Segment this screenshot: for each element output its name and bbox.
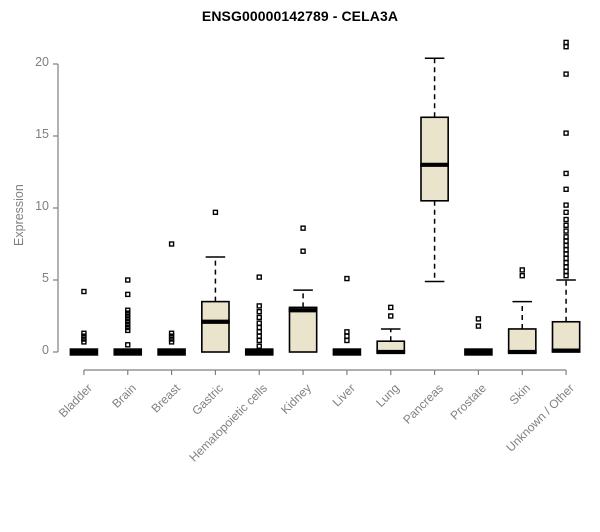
outlier-point <box>563 71 569 77</box>
outlier-point <box>168 336 175 342</box>
outlier-point <box>81 339 87 345</box>
box <box>69 348 99 356</box>
outlier-point <box>81 336 87 342</box>
outlier-point <box>563 186 569 192</box>
box <box>157 348 186 356</box>
outlier-point <box>125 316 131 322</box>
outlier-point <box>344 337 350 344</box>
box <box>113 348 143 356</box>
outlier-point <box>212 209 219 216</box>
outlier-point <box>563 209 569 216</box>
outlier-point <box>256 320 262 326</box>
outlier-point <box>256 314 262 321</box>
outlier-point <box>125 327 131 334</box>
outlier-point <box>168 330 175 336</box>
outlier-point <box>168 339 175 345</box>
outlier-point <box>344 275 350 282</box>
outlier-point <box>563 222 569 228</box>
outlier-point <box>475 316 482 322</box>
outlier-point <box>563 272 569 279</box>
y-axis-tick-label: 10 <box>35 199 49 213</box>
outlier-point <box>256 343 262 349</box>
y-axis-tick-label: 15 <box>35 127 49 141</box>
outlier-point <box>125 324 131 331</box>
outlier-point <box>125 342 131 348</box>
outlier-point <box>125 310 131 316</box>
outlier-point <box>344 333 350 339</box>
outlier-point <box>563 202 569 208</box>
outlier-point <box>563 170 569 177</box>
y-axis-tick-label: 0 <box>42 343 49 357</box>
outlier-point <box>344 329 350 335</box>
box <box>507 328 537 353</box>
box <box>464 348 493 356</box>
outlier-point <box>300 248 306 254</box>
box <box>332 348 362 356</box>
box <box>420 116 449 202</box>
outlier-point <box>563 234 569 240</box>
page-title: ENSG00000142789 - CELA3A <box>201 8 399 24</box>
outlier-point <box>563 251 569 257</box>
outlier-point <box>256 308 262 315</box>
outlier-point <box>256 324 262 331</box>
outlier-point <box>563 242 569 249</box>
outlier-point <box>256 274 262 280</box>
box <box>201 300 230 353</box>
box <box>244 348 274 356</box>
boxplot-figure: ENSG00000142789 - CELA3A Expression 0 5 10… <box>12 8 581 465</box>
outlier-point <box>81 333 87 339</box>
outlier-point <box>563 228 569 234</box>
box <box>288 306 318 353</box>
outlier-point <box>256 303 262 309</box>
outlier-point <box>519 272 525 279</box>
outlier-point <box>125 321 131 328</box>
outlier-point <box>388 313 394 319</box>
outlier-point <box>125 307 131 313</box>
outlier-point <box>256 337 262 344</box>
outlier-point <box>388 304 394 311</box>
outlier-point <box>125 277 131 283</box>
outlier-point <box>81 288 87 295</box>
outlier-point <box>125 319 131 325</box>
outlier-point <box>563 255 569 262</box>
outlier-point <box>563 130 569 136</box>
outlier-point <box>563 247 569 253</box>
outlier-point <box>563 264 569 270</box>
outlier-point <box>81 330 87 336</box>
outlier-point <box>125 313 131 319</box>
plot-area <box>53 39 581 375</box>
outlier-point <box>563 44 569 50</box>
outlier-point <box>519 267 525 273</box>
box <box>551 320 581 353</box>
outlier-point <box>168 333 175 339</box>
outlier-point <box>168 241 175 247</box>
outlier-point <box>475 323 482 329</box>
outlier-point <box>563 39 569 46</box>
y-axis-tick-label: 5 <box>42 271 49 285</box>
y-axis-tick-label: 20 <box>35 55 49 69</box>
outlier-point <box>256 333 262 339</box>
outlier-point <box>563 260 569 266</box>
outlier-point <box>563 238 569 244</box>
outlier-point <box>563 216 569 223</box>
outlier-point <box>125 291 131 298</box>
outlier-point <box>300 225 306 231</box>
outlier-point <box>256 329 262 335</box>
outlier-point <box>563 268 569 275</box>
